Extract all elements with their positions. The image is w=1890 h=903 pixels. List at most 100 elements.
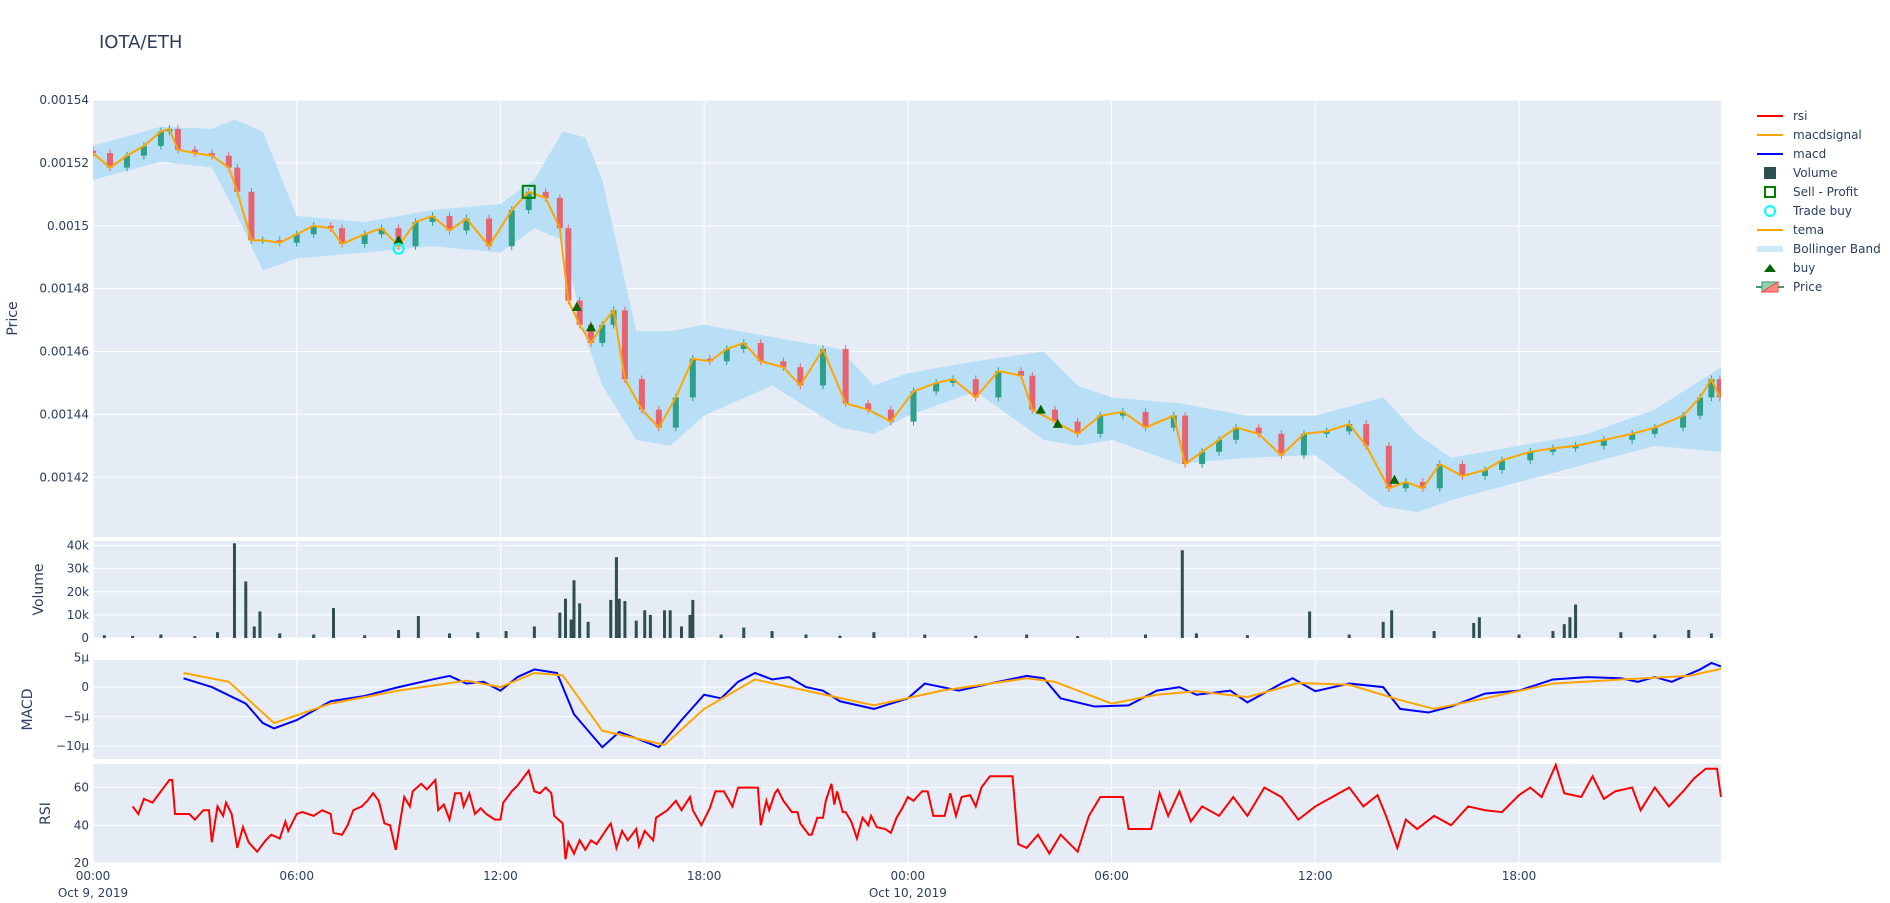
buy-marker	[585, 322, 596, 332]
vol-plot-area	[93, 541, 1721, 638]
candle	[621, 310, 628, 380]
x-tick-label: 12:00	[483, 869, 518, 883]
legend-label: macdsignal	[1793, 127, 1862, 142]
volume-bar	[770, 631, 774, 638]
band-icon	[1755, 242, 1785, 256]
candle	[234, 167, 241, 192]
volume-bar	[804, 634, 808, 638]
volume-bar	[252, 626, 256, 638]
price-y-tick-label: 0.00142	[39, 470, 89, 484]
candle	[1097, 415, 1104, 434]
volume-bar	[1025, 634, 1029, 638]
vol-y-tick-label: 10k	[67, 608, 89, 622]
candle	[819, 348, 826, 386]
volume-bar	[1472, 622, 1476, 638]
candle	[463, 218, 470, 231]
x-tick-label: 00:00	[76, 869, 111, 883]
volume-bar	[447, 633, 451, 638]
candle	[310, 225, 317, 235]
volume-bar	[838, 635, 842, 638]
candle	[1074, 421, 1081, 434]
volume-bar	[476, 632, 480, 638]
candle	[689, 358, 696, 398]
legend-item-tema[interactable]: tema	[1755, 220, 1881, 239]
candle	[610, 310, 617, 325]
volume-bar	[1381, 621, 1385, 638]
volume-bar	[623, 601, 627, 638]
candle	[1182, 415, 1189, 465]
candle	[1216, 439, 1223, 452]
candle	[740, 343, 747, 349]
macd-y-tick-label: −5µ	[64, 710, 90, 724]
bollinger-band	[93, 119, 1721, 513]
volume-bar	[578, 603, 582, 638]
candle	[1199, 451, 1206, 465]
candle	[361, 234, 368, 244]
legend-item-macd[interactable]: macd	[1755, 144, 1881, 163]
volume-bar	[923, 634, 927, 638]
candle	[995, 371, 1002, 398]
volume-bar	[1245, 635, 1249, 638]
volume-bar	[1709, 633, 1713, 638]
square-outline-icon	[1755, 185, 1785, 199]
legend-item-price[interactable]: Price	[1755, 277, 1881, 296]
volume-bar	[1477, 617, 1481, 638]
macdsignal-line	[183, 667, 1722, 746]
volume-bar	[1194, 633, 1198, 638]
volume-bar	[572, 580, 576, 638]
legend-item-buy[interactable]: buy	[1755, 258, 1881, 277]
circle-outline-icon	[1755, 204, 1785, 218]
candle	[1233, 427, 1240, 440]
candle	[106, 153, 113, 168]
candle	[1459, 464, 1466, 477]
candle	[1419, 481, 1426, 489]
volume-bar	[1347, 634, 1351, 638]
candle	[248, 191, 255, 241]
legend-item-sell-profit[interactable]: Sell - Profit	[1755, 182, 1881, 201]
x-tick-label: 12:00	[1298, 869, 1333, 883]
volume-bar	[193, 636, 197, 638]
macd-axis-title: MACD	[20, 689, 36, 731]
legend-item-trade-buy[interactable]: Trade buy	[1755, 201, 1881, 220]
price-y-tick-label: 0.00146	[39, 345, 89, 359]
macd-y-tick-label: −10µ	[56, 739, 89, 753]
candle	[723, 348, 730, 362]
price-axis-title: Price	[5, 301, 21, 335]
rsi-line	[131, 762, 1722, 860]
volume-bar	[691, 599, 695, 638]
volume-bar	[974, 635, 978, 638]
legend-item-rsi[interactable]: rsi	[1755, 106, 1881, 125]
rsi-y-tick-label: 60	[74, 781, 89, 795]
volume-bar	[558, 612, 562, 638]
legend-item-macdsignal[interactable]: macdsignal	[1755, 125, 1881, 144]
volume-bar	[1144, 634, 1148, 638]
legend-item-bollinger-band[interactable]: Bollinger Band	[1755, 239, 1881, 258]
x-tick-label: 00:00	[891, 869, 926, 883]
candle	[1255, 427, 1262, 434]
candle	[123, 155, 130, 168]
candle	[1346, 424, 1353, 432]
candle	[140, 145, 147, 156]
price-y-tick-label: 0.00154	[39, 93, 89, 107]
price-y-tick-label: 0.0015	[47, 219, 89, 233]
volume-bar	[872, 632, 876, 638]
candlestick-icon	[1755, 280, 1785, 294]
volume-bar	[504, 631, 508, 638]
volume-bar	[131, 635, 135, 638]
volume-bar	[643, 610, 647, 638]
volume-bar	[1551, 631, 1555, 638]
volume-bar	[232, 543, 236, 638]
legend-label: buy	[1793, 260, 1816, 275]
candle	[865, 403, 872, 410]
line-icon	[1755, 128, 1785, 142]
legend-item-volume[interactable]: Volume	[1755, 163, 1881, 182]
candle	[157, 131, 164, 146]
rsi-plot-area	[93, 764, 1721, 863]
candle	[1278, 433, 1285, 456]
volume-bar	[617, 598, 621, 638]
volume-bar	[609, 599, 613, 638]
candle	[1170, 415, 1177, 428]
candle	[1572, 445, 1579, 449]
volume-bar	[1180, 550, 1184, 638]
